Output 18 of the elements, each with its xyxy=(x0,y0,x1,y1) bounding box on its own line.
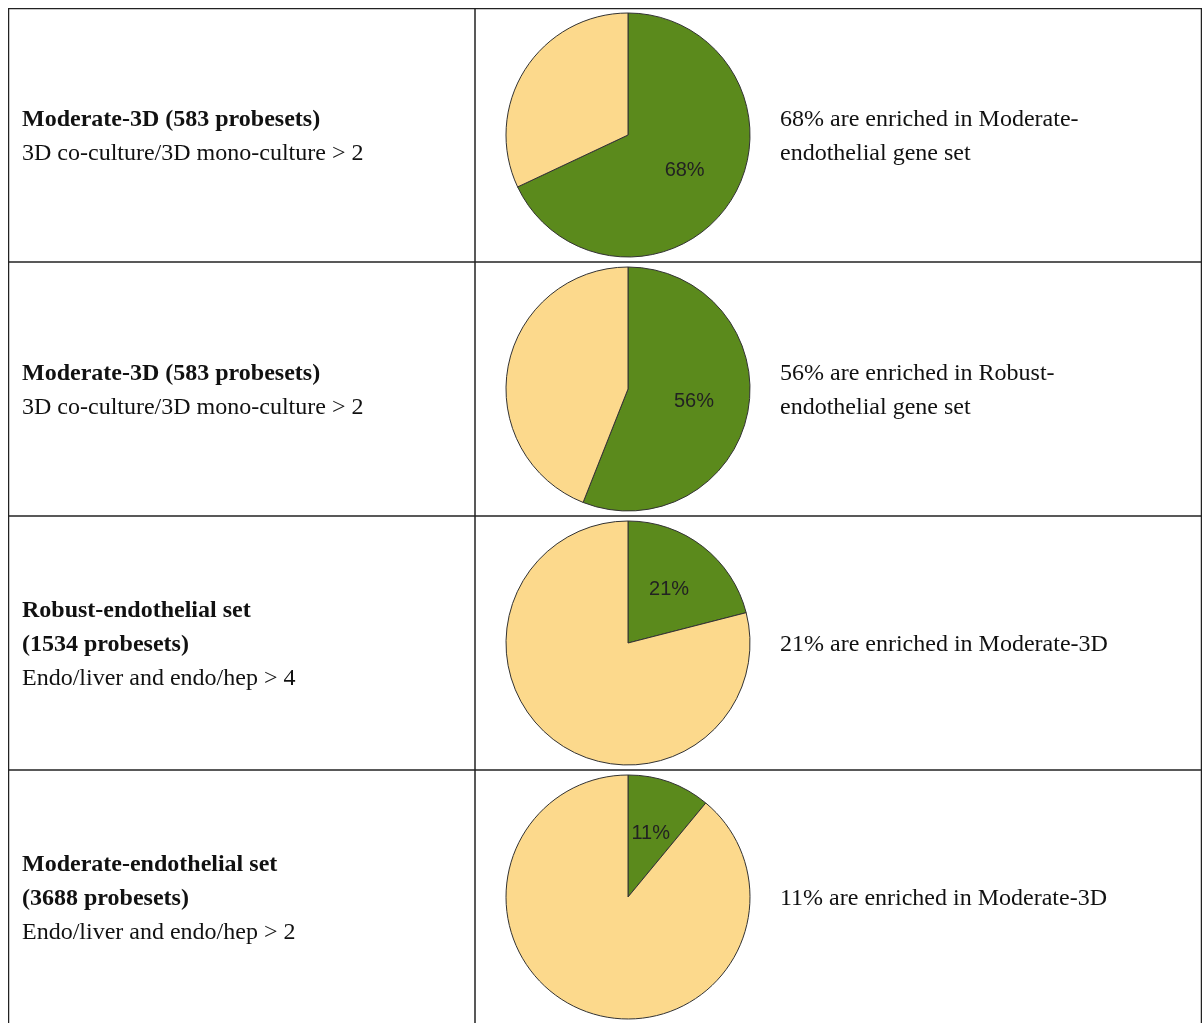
text: 68% are enriched in Moderate-endothelial gene set xyxy=(780,105,1079,165)
text: 11% are enriched in Moderate-3D xyxy=(780,884,1107,910)
text: Moderate-3D (583 probesets) xyxy=(22,105,321,131)
data-label: 56% xyxy=(673,388,715,411)
data-label: 21% xyxy=(649,577,690,600)
text: Moderate-endothelial set (3688 probesets) xyxy=(22,850,278,910)
text: Endo/liver and endo/hep > 4 xyxy=(22,664,296,690)
text: Moderate-3D (583 probesets) xyxy=(22,359,321,385)
text: 56% are enriched in Robust-endothelial gene set xyxy=(780,359,1055,419)
text: 21% are enriched in Moderate-3D xyxy=(780,630,1108,656)
text: Endo/liver and endo/hep > 2 xyxy=(22,918,296,944)
pie-slice xyxy=(505,520,751,766)
data-label: 11% xyxy=(631,821,671,844)
text: Robust-endothelial set (1534 probesets) xyxy=(22,596,251,656)
data-label: 68% xyxy=(664,158,705,181)
text: 3D co-culture/3D mono-culture > 2 xyxy=(22,139,364,165)
text: 3D co-culture/3D mono-culture > 2 xyxy=(22,393,364,419)
pie-slice xyxy=(505,774,751,1020)
